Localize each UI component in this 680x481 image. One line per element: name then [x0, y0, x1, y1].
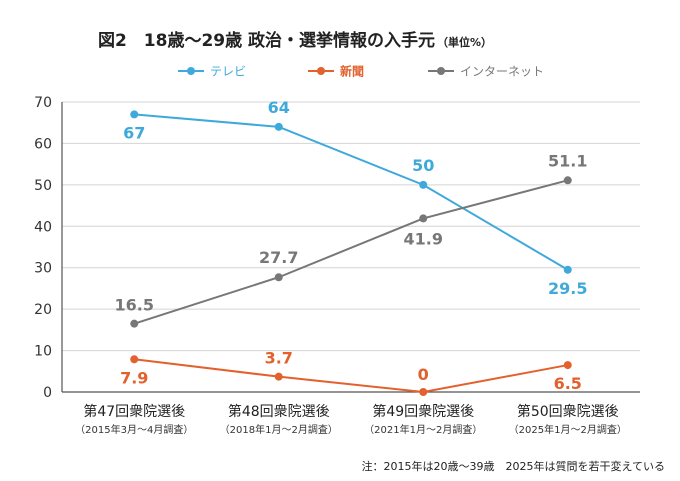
- x-axis: 第47回衆院選後 （2015年3月〜4月調査） 第48回衆院選後 （2018年1月〜2…: [75, 403, 627, 436]
- data-point: [274, 273, 283, 282]
- data-point: [563, 361, 572, 370]
- data-point: [130, 319, 139, 328]
- y-axis: 0 10 20 30 40 50 60 70: [34, 95, 63, 401]
- legend-item-0: テレビ: [178, 65, 246, 79]
- series-group: [130, 110, 572, 396]
- gridlines: [62, 101, 640, 393]
- data-label: 67: [123, 123, 145, 142]
- y-tick-label: 10: [34, 344, 52, 360]
- data-point: [274, 122, 283, 131]
- svg-text:図2 18歳〜29歳 政治・選挙情報の入手元（単位%）: 図2 18歳〜29歳 政治・選挙情報の入手元 （単位%）: [98, 30, 492, 51]
- x-category-note: （2018年1月〜2月調査）: [220, 423, 338, 436]
- y-tick-label: 70: [34, 95, 52, 111]
- legend-label: テレビ: [210, 65, 246, 79]
- data-label: 51.1: [548, 151, 587, 170]
- legend-item-2: インターネット: [428, 65, 544, 79]
- legend-label: インターネット: [460, 65, 544, 79]
- series-line-2: [133, 179, 569, 325]
- y-tick-label: 20: [34, 302, 52, 318]
- data-label: 64: [268, 98, 290, 117]
- x-category-note: （2025年1月〜2月調査）: [509, 423, 627, 436]
- data-label: 7.9: [120, 368, 148, 387]
- data-labels: 67 64 50 29.5 7.9 3.7 0 6.5 16.5 27.7 41.9 51.1: [115, 98, 588, 393]
- y-tick-label: 60: [34, 136, 52, 152]
- legend-marker: [187, 67, 195, 75]
- y-tick-label: 40: [34, 219, 52, 235]
- chart-title: 図2 18歳〜29歳 政治・選挙情報の入手元: [98, 30, 435, 51]
- series-line-1: [134, 358, 568, 394]
- y-tick-label: 30: [34, 261, 52, 277]
- data-point: [419, 214, 428, 223]
- footnote: 注：2015年は20歳〜39歳 2025年は質問を若干変えている: [362, 459, 665, 473]
- data-label: 16.5: [115, 296, 154, 315]
- data-label: 50: [412, 156, 434, 175]
- data-point: [274, 372, 283, 381]
- data-point: [563, 176, 572, 185]
- x-category-label: 第48回衆院選後: [228, 403, 330, 420]
- legend-marker: [437, 67, 445, 75]
- data-label: 29.5: [548, 279, 587, 298]
- data-point: [563, 265, 572, 274]
- data-label: 27.7: [259, 248, 298, 267]
- chart-title-group: 図2 18歳〜29歳 政治・選挙情報の入手元 （単位%）: [98, 30, 492, 51]
- chart-unit: （単位%）: [437, 35, 492, 49]
- data-point: [419, 388, 428, 396]
- x-category-label: 第47回衆院選後: [83, 403, 185, 420]
- x-category-label: 第50回衆院選後: [517, 403, 619, 420]
- legend-item-1: 新聞: [308, 64, 364, 79]
- y-tick-label: 50: [34, 178, 52, 194]
- data-label: 3.7: [265, 349, 293, 368]
- x-category-label: 第49回衆院選後: [372, 403, 474, 420]
- legend-marker: [317, 67, 325, 75]
- x-category-note: （2015年3月〜4月調査）: [75, 423, 193, 436]
- x-category-note: （2021年1月〜2月調査）: [364, 423, 482, 436]
- data-point: [130, 355, 139, 364]
- data-label: 0: [418, 365, 429, 384]
- y-tick-label: 0: [43, 385, 52, 401]
- data-point: [419, 180, 428, 189]
- series-line-0: [134, 113, 569, 271]
- data-label: 6.5: [554, 374, 582, 393]
- legend: テレビ 新聞 インターネット: [178, 64, 544, 79]
- data-point: [130, 110, 139, 119]
- legend-label: 新聞: [340, 64, 364, 79]
- data-label: 41.9: [404, 229, 443, 248]
